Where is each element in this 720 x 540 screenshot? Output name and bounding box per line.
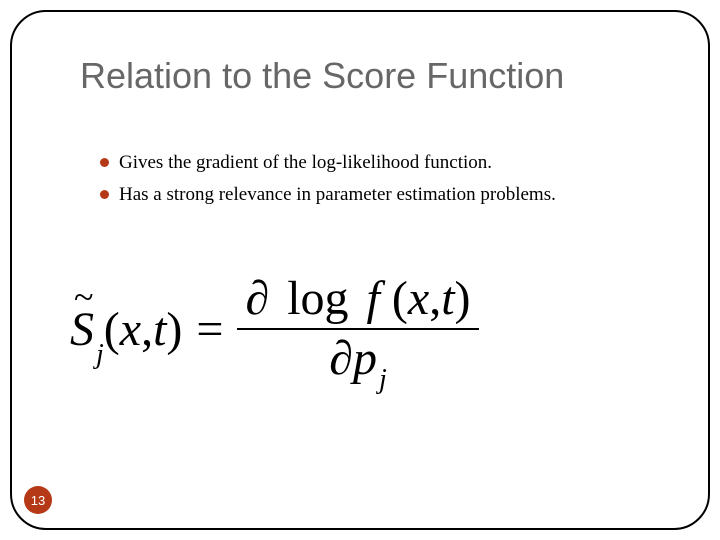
paren-open: ( xyxy=(104,303,120,356)
equals-sign: = xyxy=(196,302,223,357)
partial-symbol: ∂ xyxy=(329,332,353,385)
slide-title: Relation to the Score Function xyxy=(80,55,564,97)
function-f: f xyxy=(367,272,380,325)
subscript-j: j xyxy=(96,339,104,371)
var-t: t xyxy=(441,272,454,325)
bullet-text: Has a strong relevance in parameter esti… xyxy=(119,182,660,208)
tilde-accent: ~ xyxy=(74,276,93,318)
symbol-S-tilde: ~ S xyxy=(70,302,94,357)
denominator: ∂pj xyxy=(321,330,395,388)
var-x: x xyxy=(120,303,141,356)
var-x: x xyxy=(408,272,429,325)
bullet-list: Gives the gradient of the log-likelihood… xyxy=(100,150,660,213)
comma: , xyxy=(429,272,441,325)
numerator: ∂ log f (x,t) xyxy=(237,270,478,328)
lhs-args: (x,t) xyxy=(104,302,183,357)
partial-symbol: ∂ xyxy=(245,272,269,325)
var-p: p xyxy=(353,332,377,385)
bullet-icon xyxy=(100,158,109,167)
comma: , xyxy=(141,303,153,356)
slide: Relation to the Score Function Gives the… xyxy=(0,0,720,540)
paren-open: ( xyxy=(392,272,408,325)
page-number: 13 xyxy=(31,493,45,508)
equation-lhs: ~ S j (x,t) xyxy=(70,302,182,357)
page-number-badge: 13 xyxy=(24,486,52,514)
fraction: ∂ log f (x,t) ∂pj xyxy=(237,270,478,389)
subscript-j: j xyxy=(379,364,387,395)
equation: ~ S j (x,t) = ∂ log f (x,t) ∂pj xyxy=(70,270,660,389)
bullet-text: Gives the gradient of the log-likelihood… xyxy=(119,150,660,176)
list-item: Gives the gradient of the log-likelihood… xyxy=(100,150,660,176)
var-t: t xyxy=(153,303,166,356)
bullet-icon xyxy=(100,190,109,199)
paren-close: ) xyxy=(166,303,182,356)
paren-close: ) xyxy=(455,272,471,325)
list-item: Has a strong relevance in parameter esti… xyxy=(100,182,660,208)
log-text: log xyxy=(287,272,348,325)
